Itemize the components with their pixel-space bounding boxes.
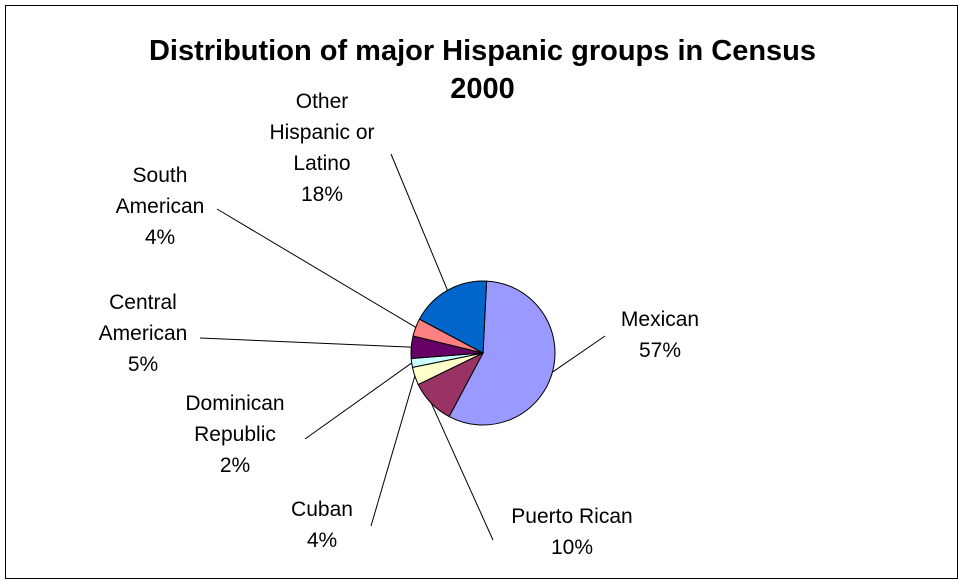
data-label-name: American bbox=[99, 322, 188, 345]
leader-line-central-american bbox=[199, 337, 412, 348]
data-label-percent: 57% bbox=[639, 339, 681, 362]
data-label-percent: 4% bbox=[145, 226, 175, 249]
chart-title-line-2: 2000 bbox=[450, 73, 515, 105]
leader-line-south-american bbox=[216, 208, 416, 328]
data-label-name: Latino bbox=[293, 152, 350, 175]
data-label-name: Republic bbox=[194, 423, 276, 446]
leader-line-cuban bbox=[370, 375, 416, 527]
slice-labels: Mexican 57% Puerto Rican 10% Cuban 4% Dominica… bbox=[99, 90, 699, 559]
leader-line-puerto-rican bbox=[430, 402, 494, 541]
data-label-puerto-rican: Puerto Rican 10% bbox=[511, 505, 632, 559]
data-label-name: American bbox=[116, 195, 205, 218]
data-label-mexican: Mexican 57% bbox=[621, 308, 699, 362]
data-label-dominican-republic: Dominican Republic 2% bbox=[185, 392, 284, 477]
leader-line-mexican bbox=[552, 335, 606, 373]
data-label-name: Hispanic or bbox=[269, 121, 374, 144]
data-label-name: Other bbox=[296, 90, 349, 113]
data-label-percent: 2% bbox=[220, 454, 250, 477]
pie-slice-mexican bbox=[448, 280, 556, 426]
data-label-percent: 4% bbox=[307, 529, 337, 552]
data-label-south-american: South American 4% bbox=[116, 164, 205, 249]
pie-slices bbox=[410, 280, 556, 426]
chart-title-line-1: Distribution of major Hispanic groups in… bbox=[148, 35, 817, 67]
data-label-percent: 5% bbox=[128, 353, 158, 376]
leader-lines bbox=[199, 153, 606, 541]
data-label-cuban: Cuban 4% bbox=[291, 498, 353, 552]
data-label-name: South bbox=[133, 164, 188, 187]
data-label-name: Mexican bbox=[621, 308, 699, 331]
data-label-other-hispanic-or-latino: Other Hispanic or Latino 18% bbox=[269, 90, 374, 206]
leader-line-dominican-republic bbox=[304, 362, 412, 440]
leader-line-other-hispanic-or-latino bbox=[390, 153, 448, 291]
data-label-name: Puerto Rican bbox=[511, 505, 632, 528]
data-label-central-american: Central American 5% bbox=[99, 291, 188, 376]
data-label-name: Cuban bbox=[291, 498, 353, 521]
chart-title: Distribution of major Hispanic groups in… bbox=[6, 32, 959, 108]
data-label-percent: 10% bbox=[551, 536, 593, 559]
data-label-name: Dominican bbox=[185, 392, 284, 415]
data-label-name: Central bbox=[109, 291, 177, 314]
data-label-percent: 18% bbox=[301, 183, 343, 206]
